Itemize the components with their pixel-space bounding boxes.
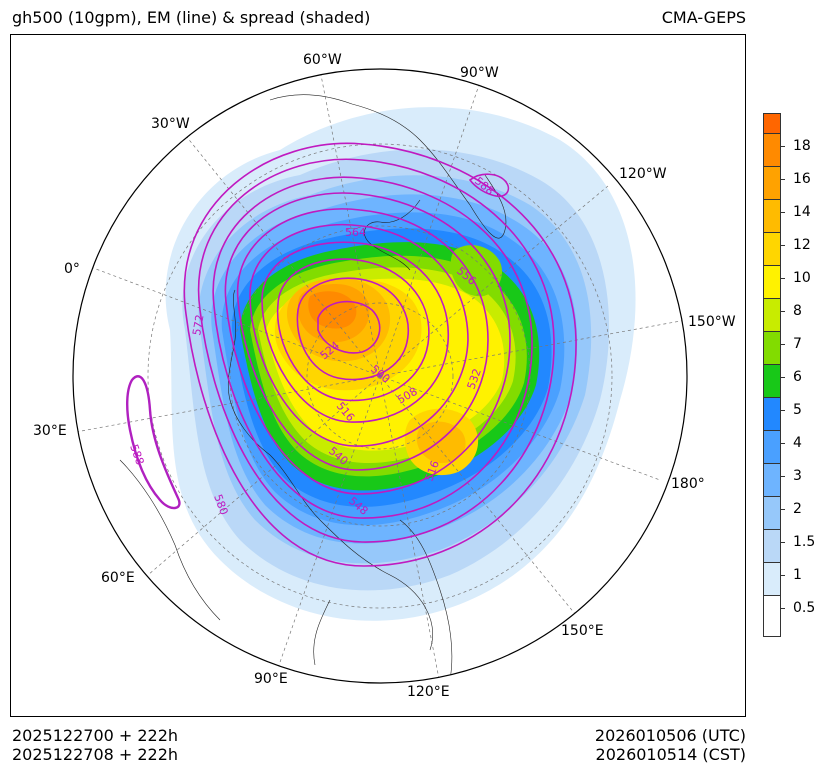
colorbar-swatch bbox=[763, 430, 781, 463]
colorbar-swatch bbox=[763, 397, 781, 430]
longitude-labels: 60°W 90°W 120°W 150°W 180° 150°E 120°E 9… bbox=[33, 52, 736, 700]
model-name: CMA-GEPS bbox=[661, 8, 746, 27]
map-boundary bbox=[72, 68, 688, 684]
init-time-cst: 2025122708 + 222h bbox=[12, 745, 179, 764]
contour-label: 564 bbox=[345, 226, 366, 239]
colorbar-label: 1 bbox=[793, 567, 802, 583]
colorbar-swatch bbox=[763, 298, 781, 331]
lon-label: 0° bbox=[64, 261, 80, 277]
colorbar-label: 7 bbox=[793, 336, 802, 352]
colorbar-swatch bbox=[763, 496, 781, 529]
init-time-block: 2025122700 + 222h 2025122708 + 222h bbox=[12, 726, 178, 764]
lon-label: 120°W bbox=[619, 166, 667, 182]
lon-label: 120°E bbox=[407, 684, 450, 700]
lon-label: 30°E bbox=[33, 423, 67, 439]
contour-588-west bbox=[126, 375, 181, 510]
colorbar-label: 12 bbox=[793, 237, 811, 253]
colorbar-label: 2 bbox=[793, 501, 802, 517]
colorbar-swatch bbox=[763, 463, 781, 496]
lon-label: 150°E bbox=[561, 623, 604, 639]
colorbar-label: 4 bbox=[793, 435, 802, 451]
lon-label: 90°W bbox=[460, 65, 499, 81]
lon-label: 180° bbox=[671, 476, 705, 492]
contour-lines bbox=[183, 142, 577, 567]
colorbar-label: 0.5 bbox=[793, 600, 816, 616]
lon-label: 150°W bbox=[688, 314, 736, 330]
map-frame bbox=[10, 34, 746, 717]
lon-label: 90°E bbox=[254, 671, 288, 687]
colorbar-swatch bbox=[763, 199, 781, 232]
colorbar-label: 18 bbox=[793, 138, 811, 154]
colorbar-swatch bbox=[763, 113, 781, 133]
colorbar-label: 6 bbox=[793, 369, 802, 385]
contour-label: 572 bbox=[190, 314, 206, 337]
colorbar-swatch bbox=[763, 562, 781, 595]
valid-time-block: 2026010506 (UTC) 2026010514 (CST) bbox=[595, 726, 746, 764]
colorbar-label: 8 bbox=[793, 303, 802, 319]
init-time-utc: 2025122700 + 222h bbox=[12, 726, 179, 745]
valid-time-utc: 2026010506 (UTC) bbox=[594, 726, 746, 745]
colorbar-label: 10 bbox=[793, 270, 811, 286]
colorbar-swatch bbox=[763, 331, 781, 364]
chart-title: gh500 (10gpm), EM (line) & spread (shade… bbox=[12, 8, 371, 27]
colorbar-label: 1.5 bbox=[793, 534, 816, 550]
colorbar-label: 14 bbox=[793, 204, 811, 220]
lon-label: 60°W bbox=[303, 52, 342, 68]
colorbar-swatch bbox=[763, 133, 781, 166]
colorbar-swatch bbox=[763, 265, 781, 298]
colorbar-label: 16 bbox=[793, 171, 811, 187]
valid-time-cst: 2026010514 (CST) bbox=[595, 745, 746, 764]
colorbar-swatch bbox=[763, 595, 781, 637]
lon-label: 60°E bbox=[101, 570, 135, 586]
colorbar-swatch bbox=[763, 232, 781, 265]
colorbar-swatch bbox=[763, 166, 781, 199]
spread-shading bbox=[73, 69, 687, 683]
colorbar-label: 5 bbox=[793, 402, 802, 418]
lon-label: 30°W bbox=[151, 116, 190, 132]
colorbar-swatch bbox=[763, 529, 781, 562]
colorbar-swatch bbox=[763, 364, 781, 397]
colorbar-label: 3 bbox=[793, 468, 802, 484]
